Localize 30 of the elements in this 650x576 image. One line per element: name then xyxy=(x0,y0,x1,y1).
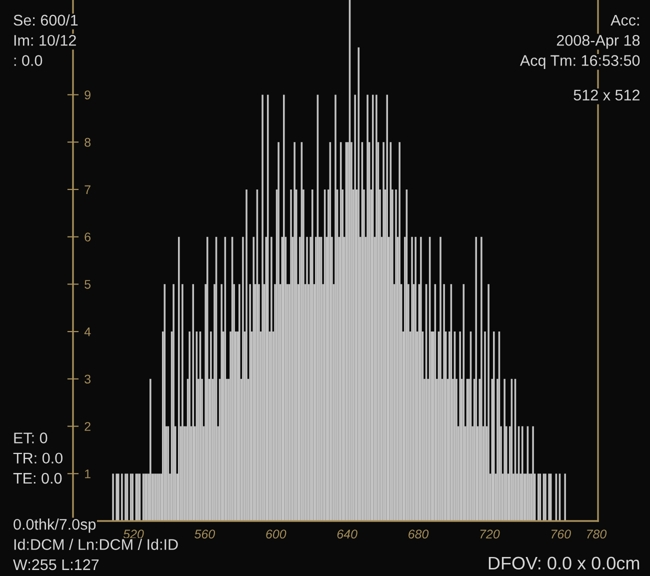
text: W:255 L:127 xyxy=(13,559,99,570)
x-tick-label: 760 xyxy=(551,530,571,539)
y-tick-label: 9 xyxy=(84,90,90,100)
y-tick-label: 8 xyxy=(84,138,91,147)
x-tick-label: 780 xyxy=(587,530,607,539)
text: Id:DCM / Ln:DCM / Id:ID xyxy=(14,538,178,550)
x-tick-label: 560 xyxy=(194,530,216,539)
text: TE: 0.0 xyxy=(13,472,62,484)
y-tick-label: 1 xyxy=(85,470,90,478)
annotation: Im: 10/12 xyxy=(14,34,76,46)
x-tick-label: 640 xyxy=(337,530,358,539)
y-tick-label: 3 xyxy=(84,374,91,384)
text: Acc: xyxy=(610,14,639,26)
x-tick-label: 680 xyxy=(408,530,429,539)
y-tick-label: 6 xyxy=(84,232,91,242)
text: TR: 0.0 xyxy=(13,452,62,464)
y-tick-label: 5 xyxy=(84,280,91,289)
text: ET: 0 xyxy=(14,432,48,444)
text: : 0.0 xyxy=(14,55,42,66)
annotation: Se: 600/1 xyxy=(14,14,78,26)
y-tick-label: 7 xyxy=(84,185,90,194)
x-tick-label: 600 xyxy=(266,530,286,539)
x-tick-label: 720 xyxy=(480,530,500,539)
annotation: 2008-Apr 18 xyxy=(556,34,640,49)
annotation: 0.0thk/7.0sp xyxy=(14,518,96,533)
annotation: Acq Tm: 16:53:50 xyxy=(520,55,640,69)
y-tick-label: 4 xyxy=(84,327,91,336)
annotation: 512 x 512 xyxy=(574,90,640,100)
y-tick-label: 2 xyxy=(84,422,90,431)
text: DFOV: 0.0 x 0.0cm xyxy=(488,556,640,570)
